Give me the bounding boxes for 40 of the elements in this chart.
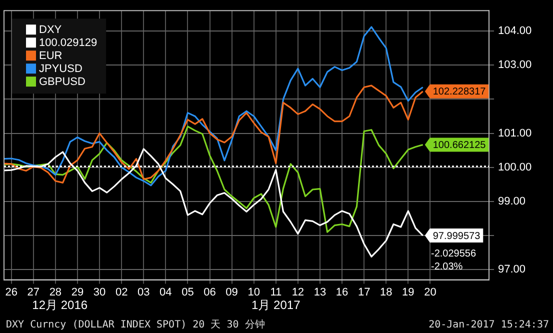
x-tick-label: 03 — [137, 286, 150, 298]
data-label: 97.999573 — [432, 230, 481, 242]
y-tick-label: 103.00 — [498, 59, 532, 72]
text: 20-Jan-2017 15:24:37 — [428, 320, 549, 331]
data-label: 100.662125 — [432, 140, 486, 152]
text: 12月 2016 — [32, 298, 88, 312]
x-tick-label: 18 — [380, 286, 392, 298]
x-tick-label: 29 — [71, 286, 84, 298]
legend-label: DXY — [39, 24, 62, 36]
x-tick-label: 26 — [5, 286, 18, 298]
x-tick-label: 17 — [358, 286, 370, 298]
x-tick-label: 04 — [160, 286, 172, 298]
x-tick-label: 02 — [115, 286, 128, 298]
x-tick-label: 30 — [93, 286, 106, 298]
legend-label: GBPUSD — [39, 76, 86, 88]
x-tick-label: 13 — [314, 286, 326, 298]
x-tick-label: 05 — [182, 286, 194, 298]
x-tick-label: 11 — [270, 286, 282, 298]
x-tick-label: 06 — [204, 286, 216, 298]
legend-label: JPYUSD — [39, 63, 82, 76]
y-tick-label: 99.00 — [498, 195, 526, 208]
x-tick-label: 20 — [424, 286, 436, 298]
data-label: 102.228317 — [432, 86, 486, 98]
x-tick-label: 09 — [226, 286, 238, 298]
x-tick-label: 27 — [27, 286, 40, 298]
legend-label: EUR — [39, 50, 62, 62]
annotation: -2.029556 — [431, 248, 476, 260]
x-tick-label: 16 — [336, 286, 348, 298]
text: 1月 2017 — [252, 298, 301, 312]
x-tick-label: 10 — [248, 286, 260, 298]
y-tick-label: 100.00 — [498, 161, 532, 174]
y-tick-label: 104.00 — [498, 25, 532, 38]
y-tick-label: 101.00 — [498, 127, 532, 140]
x-tick-label: 12 — [292, 286, 304, 298]
y-tick-label: 97.00 — [498, 264, 526, 276]
annotation: -2.03% — [431, 262, 463, 273]
x-tick-label: 28 — [49, 286, 62, 298]
x-tick-label: 19 — [402, 286, 414, 298]
text: DXY Curncy (DOLLAR INDEX SPOT) 20 天 30 分钟 — [6, 318, 265, 331]
legend-label: 100.029129 — [39, 37, 98, 50]
